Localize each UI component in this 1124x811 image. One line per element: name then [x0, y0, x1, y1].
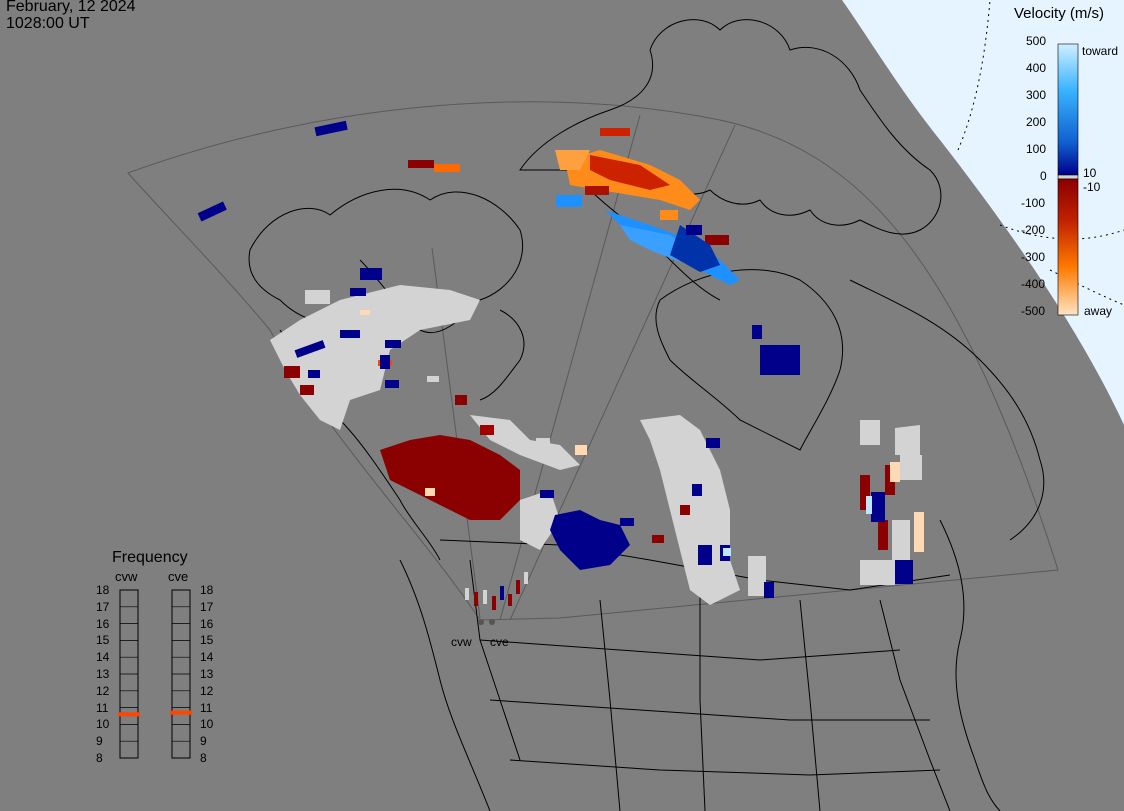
- frequency-tick-left: 17: [96, 599, 110, 614]
- velocity-tick: 0: [1040, 169, 1047, 183]
- velocity-tick: 400: [1026, 61, 1047, 75]
- frequency-tick-left: 9: [96, 734, 103, 749]
- frequency-tick-right: 10: [200, 717, 214, 732]
- dayside-region: [842, 0, 1124, 425]
- frequency-tick-left: 14: [96, 650, 110, 665]
- away-label: away: [1084, 304, 1113, 318]
- site-label-cvw: cvw: [451, 635, 472, 649]
- frequency-tick-left: 16: [96, 616, 110, 631]
- velocity-legend-title: Velocity (m/s): [1014, 5, 1105, 22]
- velocity-tick: -300: [1021, 250, 1046, 264]
- terminator-dotted-1: [957, 0, 991, 151]
- date-label: February, 12 2024: [6, 0, 136, 15]
- frequency-tick-right: 17: [200, 599, 214, 614]
- cvw-frequency-marker: [118, 712, 140, 717]
- velocity-tick: -100: [1021, 196, 1046, 210]
- frequency-tick-right: 13: [200, 667, 214, 681]
- frequency-tick-left: 18: [96, 583, 110, 597]
- frequency-tick-right: 9: [200, 734, 207, 749]
- site-marker-cve: [489, 619, 495, 625]
- frequency-tick-left: 12: [96, 683, 110, 698]
- frequency-title: Frequency: [112, 549, 188, 566]
- frequency-tick-right: 16: [200, 616, 214, 631]
- frequency-tick-left: 10: [96, 717, 110, 732]
- velocity-tick: -500: [1021, 304, 1046, 318]
- toward-echoes: [197, 120, 913, 598]
- site-label-cve: cve: [490, 635, 509, 649]
- frequency-tick-left: 8: [96, 751, 103, 765]
- frequency-tick-right: 12: [200, 683, 214, 698]
- frequency-bars: [118, 589, 192, 759]
- frequency-tick-right: 11: [200, 700, 213, 715]
- velocity-tick: 300: [1026, 88, 1047, 102]
- frequency-tick-right: 14: [200, 650, 214, 665]
- site-marker-cvw: [478, 619, 484, 625]
- velocity-tick: 200: [1026, 115, 1047, 129]
- velocity-tick: -400: [1021, 277, 1046, 291]
- velocity-colorbar: [1057, 43, 1079, 316]
- fov-outline: [127, 101, 1059, 621]
- terminator-dotted-3: [1049, 269, 1124, 306]
- velocity-tick-inner-pos: 10: [1083, 166, 1097, 180]
- radar-label-cve: cve: [168, 569, 189, 584]
- velocity-tick-inner-neg: -10: [1083, 180, 1101, 194]
- frequency-tick-left: 11: [96, 700, 109, 715]
- cve-frequency-marker: [170, 710, 192, 715]
- radar-label-cvw: cvw: [115, 569, 138, 584]
- velocity-tick: -200: [1021, 223, 1046, 237]
- velocity-tick: 100: [1026, 142, 1047, 156]
- frequency-tick-left: 15: [96, 633, 110, 648]
- velocity-tick: 500: [1026, 34, 1047, 48]
- toward-label: toward: [1082, 44, 1119, 58]
- frequency-tick-right: 18: [200, 583, 214, 597]
- away-echoes: [284, 128, 924, 552]
- near-range-echoes: [465, 572, 528, 610]
- frequency-tick-right: 8: [200, 751, 207, 765]
- time-label: 1028:00 UT: [6, 15, 90, 32]
- frequency-tick-left: 13: [96, 667, 110, 681]
- frequency-tick-right: 15: [200, 633, 214, 648]
